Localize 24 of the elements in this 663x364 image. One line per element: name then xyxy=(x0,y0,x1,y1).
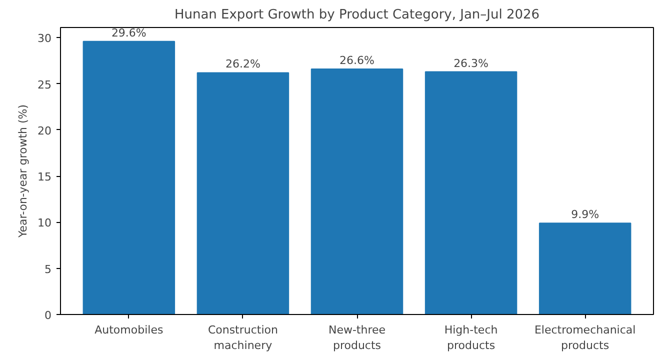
bar xyxy=(196,72,290,314)
y-tick-label: 20 xyxy=(38,124,52,138)
x-tick-label: High-tech products xyxy=(444,324,498,352)
data-label: 26.3% xyxy=(454,56,489,70)
bar xyxy=(82,40,176,314)
x-tick-label: New-three products xyxy=(328,324,386,352)
chart-title: Hunan Export Growth by Product Category, Jan–Jul 2026 xyxy=(174,8,540,22)
y-tick-label: 5 xyxy=(44,262,52,276)
y-tick-label: 25 xyxy=(38,78,52,92)
y-axis-title: Year-on-year growth (%) xyxy=(16,104,30,239)
data-label: 9.9% xyxy=(571,208,600,222)
y-tick-label: 15 xyxy=(38,170,52,184)
x-tick-label: Automobiles xyxy=(94,324,164,336)
bar xyxy=(538,222,632,314)
y-tick-label: 10 xyxy=(38,216,52,230)
bar xyxy=(310,68,404,314)
data-label: 29.6% xyxy=(111,26,146,40)
x-tick-label: Electromechanical products xyxy=(534,324,636,352)
data-label: 26.6% xyxy=(340,54,374,68)
y-tick-label: 0 xyxy=(44,309,52,322)
x-tick-label: Construction machinery xyxy=(208,324,278,352)
bar xyxy=(424,71,518,314)
data-label: 26.2% xyxy=(225,58,260,71)
y-tick-label: 30 xyxy=(38,32,52,46)
